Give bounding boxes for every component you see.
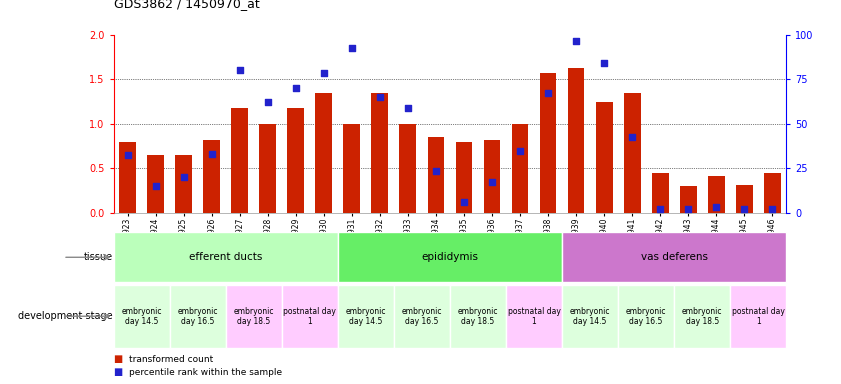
Point <box>177 174 190 180</box>
Bar <box>170 285 225 348</box>
Point <box>261 98 274 104</box>
Text: embryonic
day 16.5: embryonic day 16.5 <box>177 306 218 326</box>
Text: postnatal day
1: postnatal day 1 <box>283 306 336 326</box>
Bar <box>282 285 338 348</box>
Bar <box>225 285 282 348</box>
Point <box>149 183 162 189</box>
Text: efferent ducts: efferent ducts <box>189 252 262 262</box>
Bar <box>114 285 170 348</box>
Point <box>569 38 583 44</box>
Point <box>205 151 219 157</box>
Bar <box>618 285 674 348</box>
Bar <box>595 101 612 213</box>
Bar <box>338 285 394 348</box>
Point <box>542 89 555 96</box>
Point <box>513 147 526 154</box>
Bar <box>624 93 641 213</box>
Text: embryonic
day 14.5: embryonic day 14.5 <box>570 306 611 326</box>
Bar <box>730 285 786 348</box>
Bar <box>147 155 164 213</box>
Bar <box>674 285 730 348</box>
Bar <box>652 173 669 213</box>
Bar <box>450 285 506 348</box>
Point <box>317 70 331 76</box>
Bar <box>568 68 584 213</box>
Text: postnatal day
1: postnatal day 1 <box>508 306 560 326</box>
Text: epididymis: epididymis <box>421 252 479 262</box>
Text: embryonic
day 14.5: embryonic day 14.5 <box>121 306 161 326</box>
Point <box>738 205 751 212</box>
Point <box>653 205 667 212</box>
Bar <box>562 232 786 282</box>
Text: embryonic
day 18.5: embryonic day 18.5 <box>458 306 498 326</box>
Point <box>765 205 779 212</box>
Bar <box>338 232 562 282</box>
Bar <box>736 185 753 213</box>
Bar <box>680 186 696 213</box>
Bar <box>511 124 528 213</box>
Bar <box>204 140 220 213</box>
Bar <box>231 108 248 213</box>
Text: development stage: development stage <box>19 311 113 321</box>
Point <box>121 152 135 158</box>
Point <box>597 60 611 66</box>
Point <box>681 205 695 212</box>
Bar <box>372 93 389 213</box>
Point <box>289 85 303 91</box>
Bar <box>484 140 500 213</box>
Point <box>345 45 358 51</box>
Text: embryonic
day 16.5: embryonic day 16.5 <box>626 306 666 326</box>
Point <box>458 199 471 205</box>
Text: tissue: tissue <box>84 252 113 262</box>
Text: embryonic
day 16.5: embryonic day 16.5 <box>402 306 442 326</box>
Text: postnatal day
1: postnatal day 1 <box>732 306 785 326</box>
Point <box>373 94 387 100</box>
Text: GDS3862 / 1450970_at: GDS3862 / 1450970_at <box>114 0 259 10</box>
Bar <box>427 137 444 213</box>
Bar <box>175 155 192 213</box>
Bar <box>764 173 780 213</box>
Bar <box>456 142 473 213</box>
Point <box>710 204 723 210</box>
Bar <box>114 232 338 282</box>
Point <box>401 105 415 111</box>
Bar <box>708 175 725 213</box>
Bar <box>506 285 562 348</box>
Point <box>485 179 499 185</box>
Bar <box>562 285 618 348</box>
Text: embryonic
day 18.5: embryonic day 18.5 <box>682 306 722 326</box>
Text: ■: ■ <box>114 354 123 364</box>
Point <box>233 67 246 73</box>
Bar <box>259 124 276 213</box>
Text: embryonic
day 14.5: embryonic day 14.5 <box>346 306 386 326</box>
Point <box>429 168 442 174</box>
Bar <box>394 285 450 348</box>
Bar <box>315 93 332 213</box>
Text: ■: ■ <box>114 367 123 377</box>
Text: percentile rank within the sample: percentile rank within the sample <box>129 368 282 377</box>
Bar <box>399 124 416 213</box>
Point <box>626 134 639 140</box>
Text: transformed count: transformed count <box>129 354 213 364</box>
Text: embryonic
day 18.5: embryonic day 18.5 <box>234 306 274 326</box>
Bar <box>288 108 304 213</box>
Text: vas deferens: vas deferens <box>641 252 708 262</box>
Bar <box>540 73 557 213</box>
Bar <box>119 142 136 213</box>
Bar <box>343 124 360 213</box>
